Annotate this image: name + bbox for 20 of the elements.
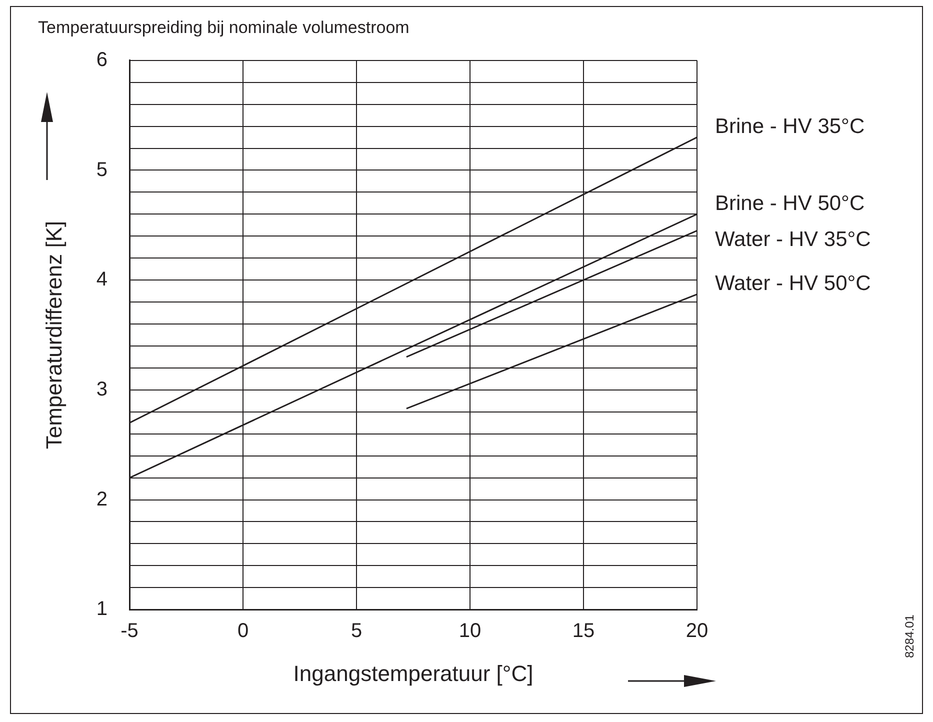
y-tick-label: 6 bbox=[96, 48, 108, 71]
text: 8284.01 bbox=[902, 614, 916, 658]
x-tick-label: -5 bbox=[120, 620, 138, 642]
x-axis-title: Ingangstemperatuur [°C] bbox=[293, 660, 534, 686]
series-label: Water - HV 35°C bbox=[715, 228, 871, 251]
y-tick-label: 5 bbox=[96, 158, 108, 181]
y-tick-label: 1 bbox=[96, 598, 108, 620]
x-tick-label: 5 bbox=[350, 620, 362, 642]
x-tick-label: 10 bbox=[458, 620, 482, 642]
x-tick-label: 15 bbox=[572, 620, 595, 642]
chart-title: Temperatuurspreiding bij nominale volumestroom bbox=[38, 18, 410, 37]
y-axis-title: Temperaturdifferenz [K] bbox=[41, 220, 66, 450]
x-tick-label: 0 bbox=[237, 620, 249, 642]
y-tick-label: 4 bbox=[96, 268, 108, 291]
y-tick-label: 3 bbox=[96, 378, 108, 400]
series-label: Brine - HV 35°C bbox=[715, 115, 865, 138]
series-label: Water - HV 50°C bbox=[715, 272, 871, 296]
y-tick-label: 2 bbox=[96, 488, 108, 510]
x-tick-label: 20 bbox=[686, 620, 708, 642]
series-label: Brine - HV 50°C bbox=[715, 192, 865, 215]
